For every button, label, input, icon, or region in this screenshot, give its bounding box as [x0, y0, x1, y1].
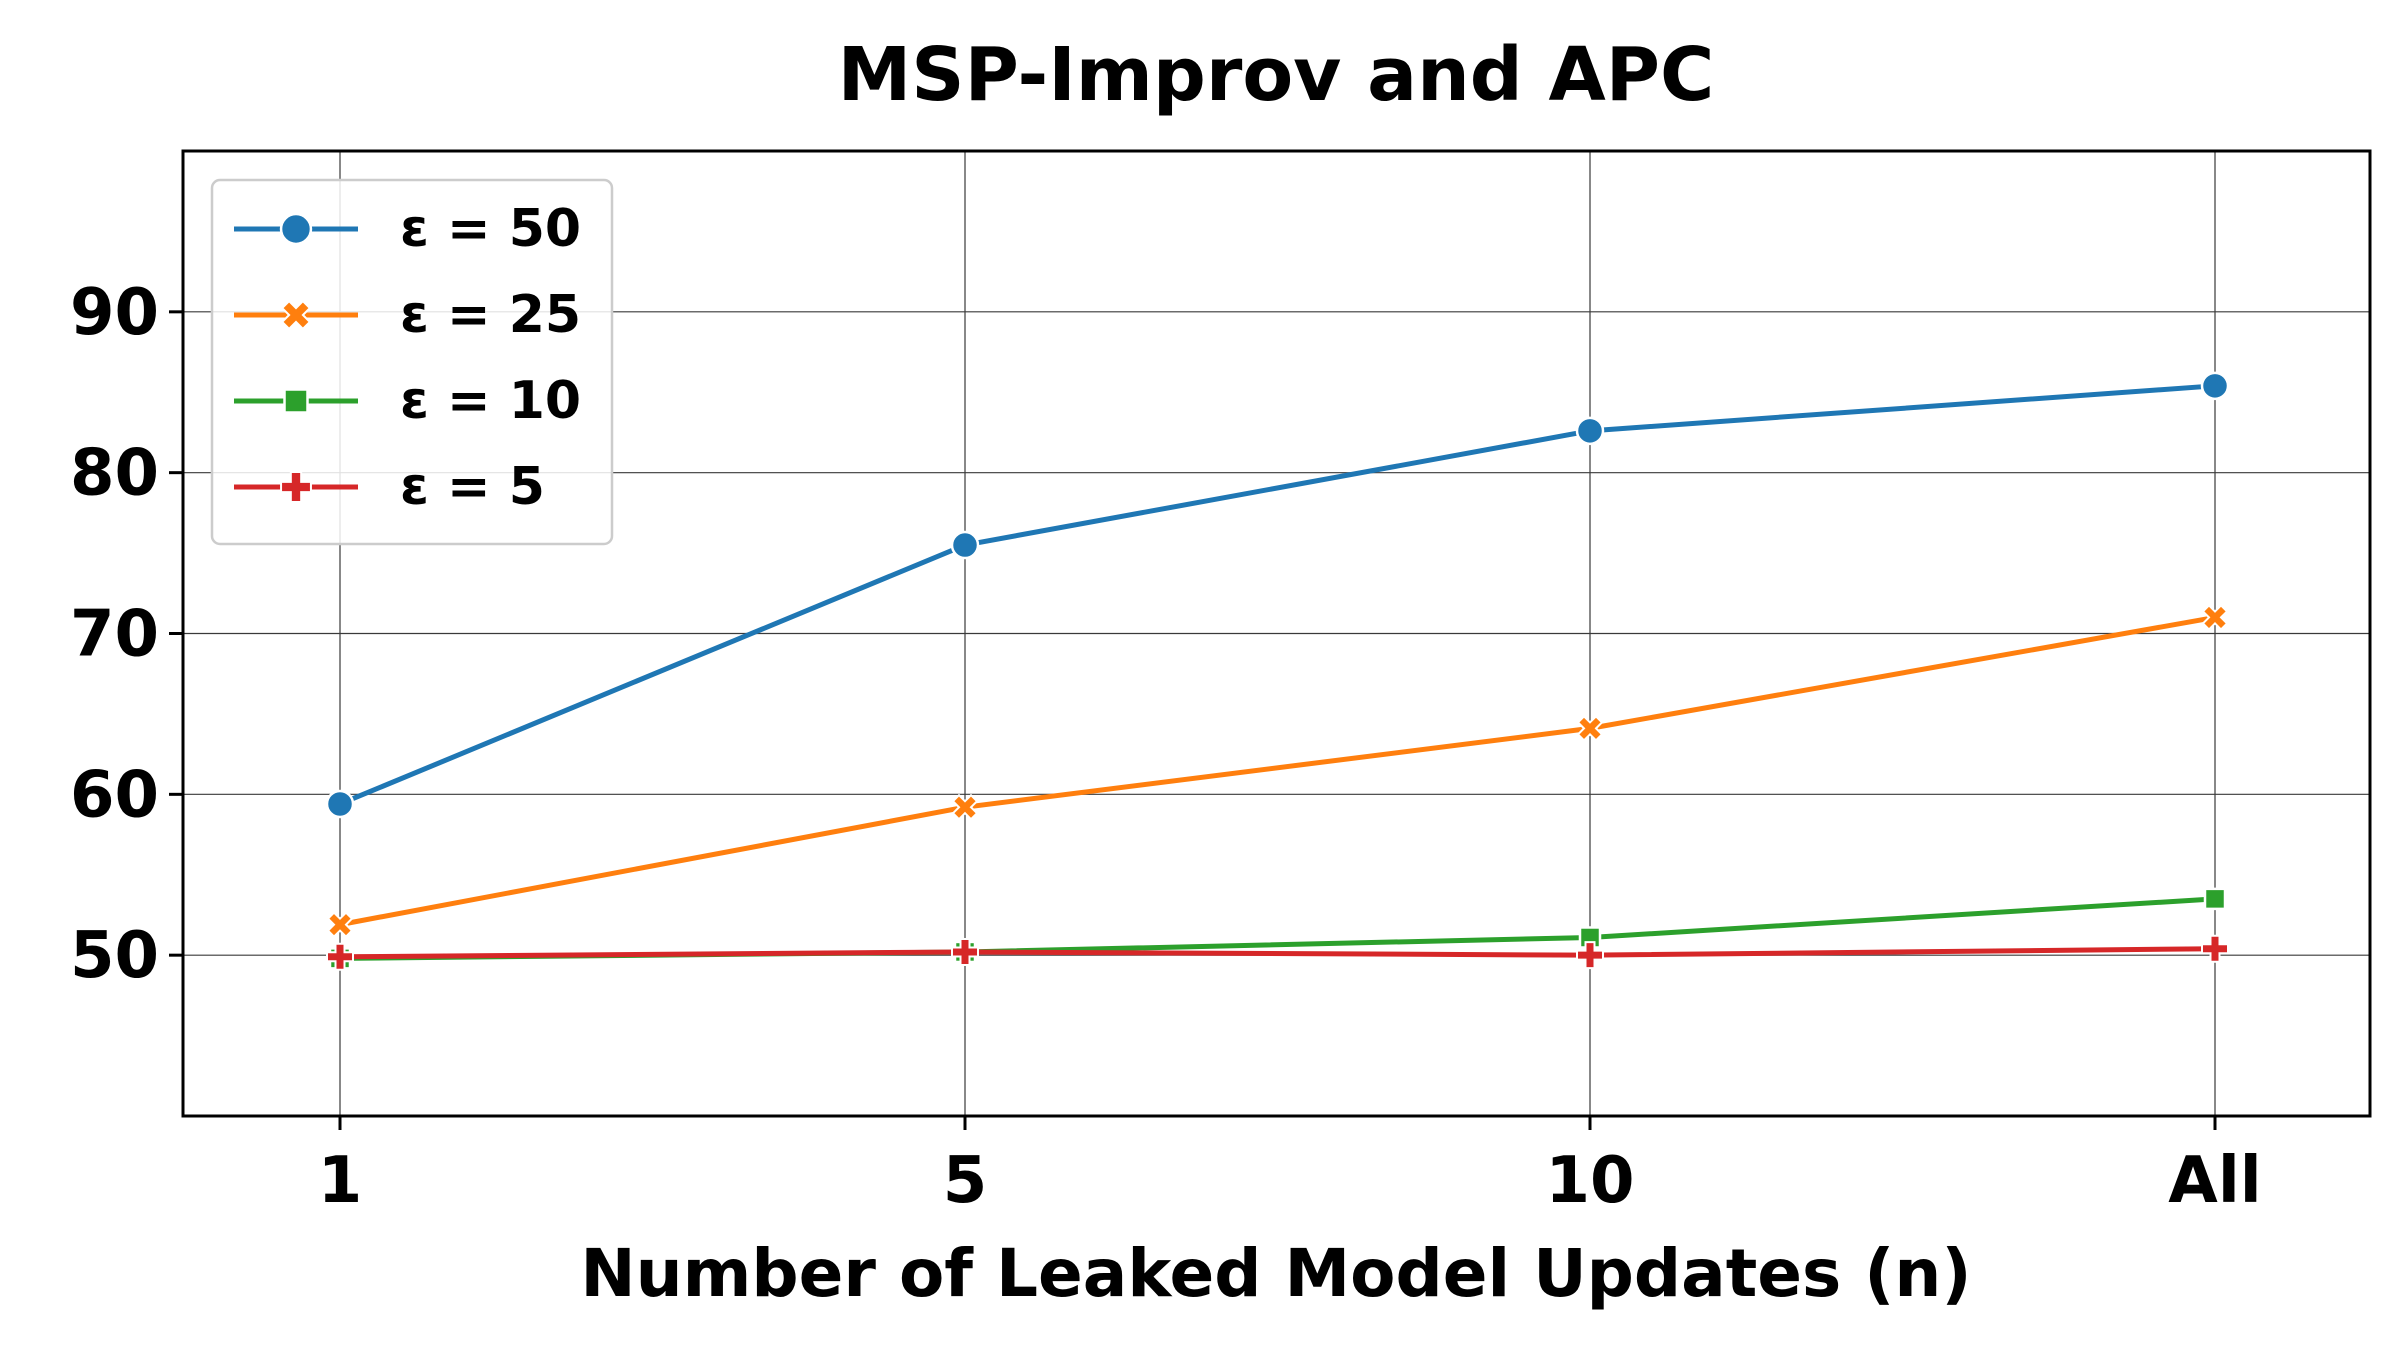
legend-label: ε = 5 — [400, 457, 545, 517]
series-1 — [325, 371, 2230, 819]
y-tick-label: 60 — [70, 758, 159, 832]
data-point-marker — [1576, 941, 1604, 970]
x-tick-label: All — [2168, 1144, 2261, 1218]
x-tick-label: 10 — [1545, 1144, 1634, 1218]
series-line — [337, 614, 2218, 928]
x-axis-label: Number of Leaked Model Updates (n) — [580, 1235, 1971, 1312]
data-point-marker — [2201, 604, 2229, 631]
y-tick-label: 90 — [70, 276, 159, 350]
legend: ε = 50 ε = 25 ε = 10 ε = 5 — [210, 178, 614, 546]
data-point-marker — [325, 789, 355, 819]
y-tick-label: 50 — [70, 919, 159, 993]
data-point-marker — [951, 937, 979, 966]
legend-marker — [283, 388, 309, 414]
series-line — [337, 383, 2218, 807]
series-4 — [326, 934, 2229, 971]
data-point-marker — [326, 911, 354, 939]
x-tick-label: 5 — [943, 1144, 988, 1218]
series-line — [337, 946, 2218, 960]
x-tick-label: 1 — [318, 1144, 363, 1218]
data-point-marker — [326, 942, 354, 971]
legend-item: ε = 50 — [234, 199, 581, 259]
legend-marker — [280, 299, 312, 331]
legend-label: ε = 10 — [400, 371, 581, 431]
data-point-marker — [2200, 371, 2230, 401]
y-tick-label: 80 — [70, 437, 159, 511]
series-layer — [325, 371, 2230, 971]
data-point-marker — [951, 793, 979, 821]
legend-label: ε = 25 — [400, 285, 581, 345]
legend-box — [210, 178, 614, 546]
legend-item: ε = 10 — [234, 371, 581, 431]
legend-label: ε = 50 — [400, 199, 581, 259]
chart-title: MSP-Improv and APC — [838, 32, 1715, 118]
plot-frame — [181, 149, 2372, 1118]
data-point-marker — [2201, 934, 2229, 963]
data-point-marker — [2203, 887, 2227, 911]
legend-marker — [280, 471, 312, 503]
y-tick-label: 70 — [70, 598, 159, 672]
data-point-marker — [950, 530, 980, 560]
legend-item: ε = 25 — [234, 285, 581, 345]
data-point-marker — [1575, 416, 1605, 446]
data-point-marker — [1576, 714, 1604, 742]
tick-layer: 50 60 70 80 90 1 5 10 All — [70, 276, 2262, 1218]
series-2 — [326, 604, 2229, 939]
legend-item: ε = 5 — [234, 457, 545, 517]
legend-marker — [279, 212, 313, 246]
